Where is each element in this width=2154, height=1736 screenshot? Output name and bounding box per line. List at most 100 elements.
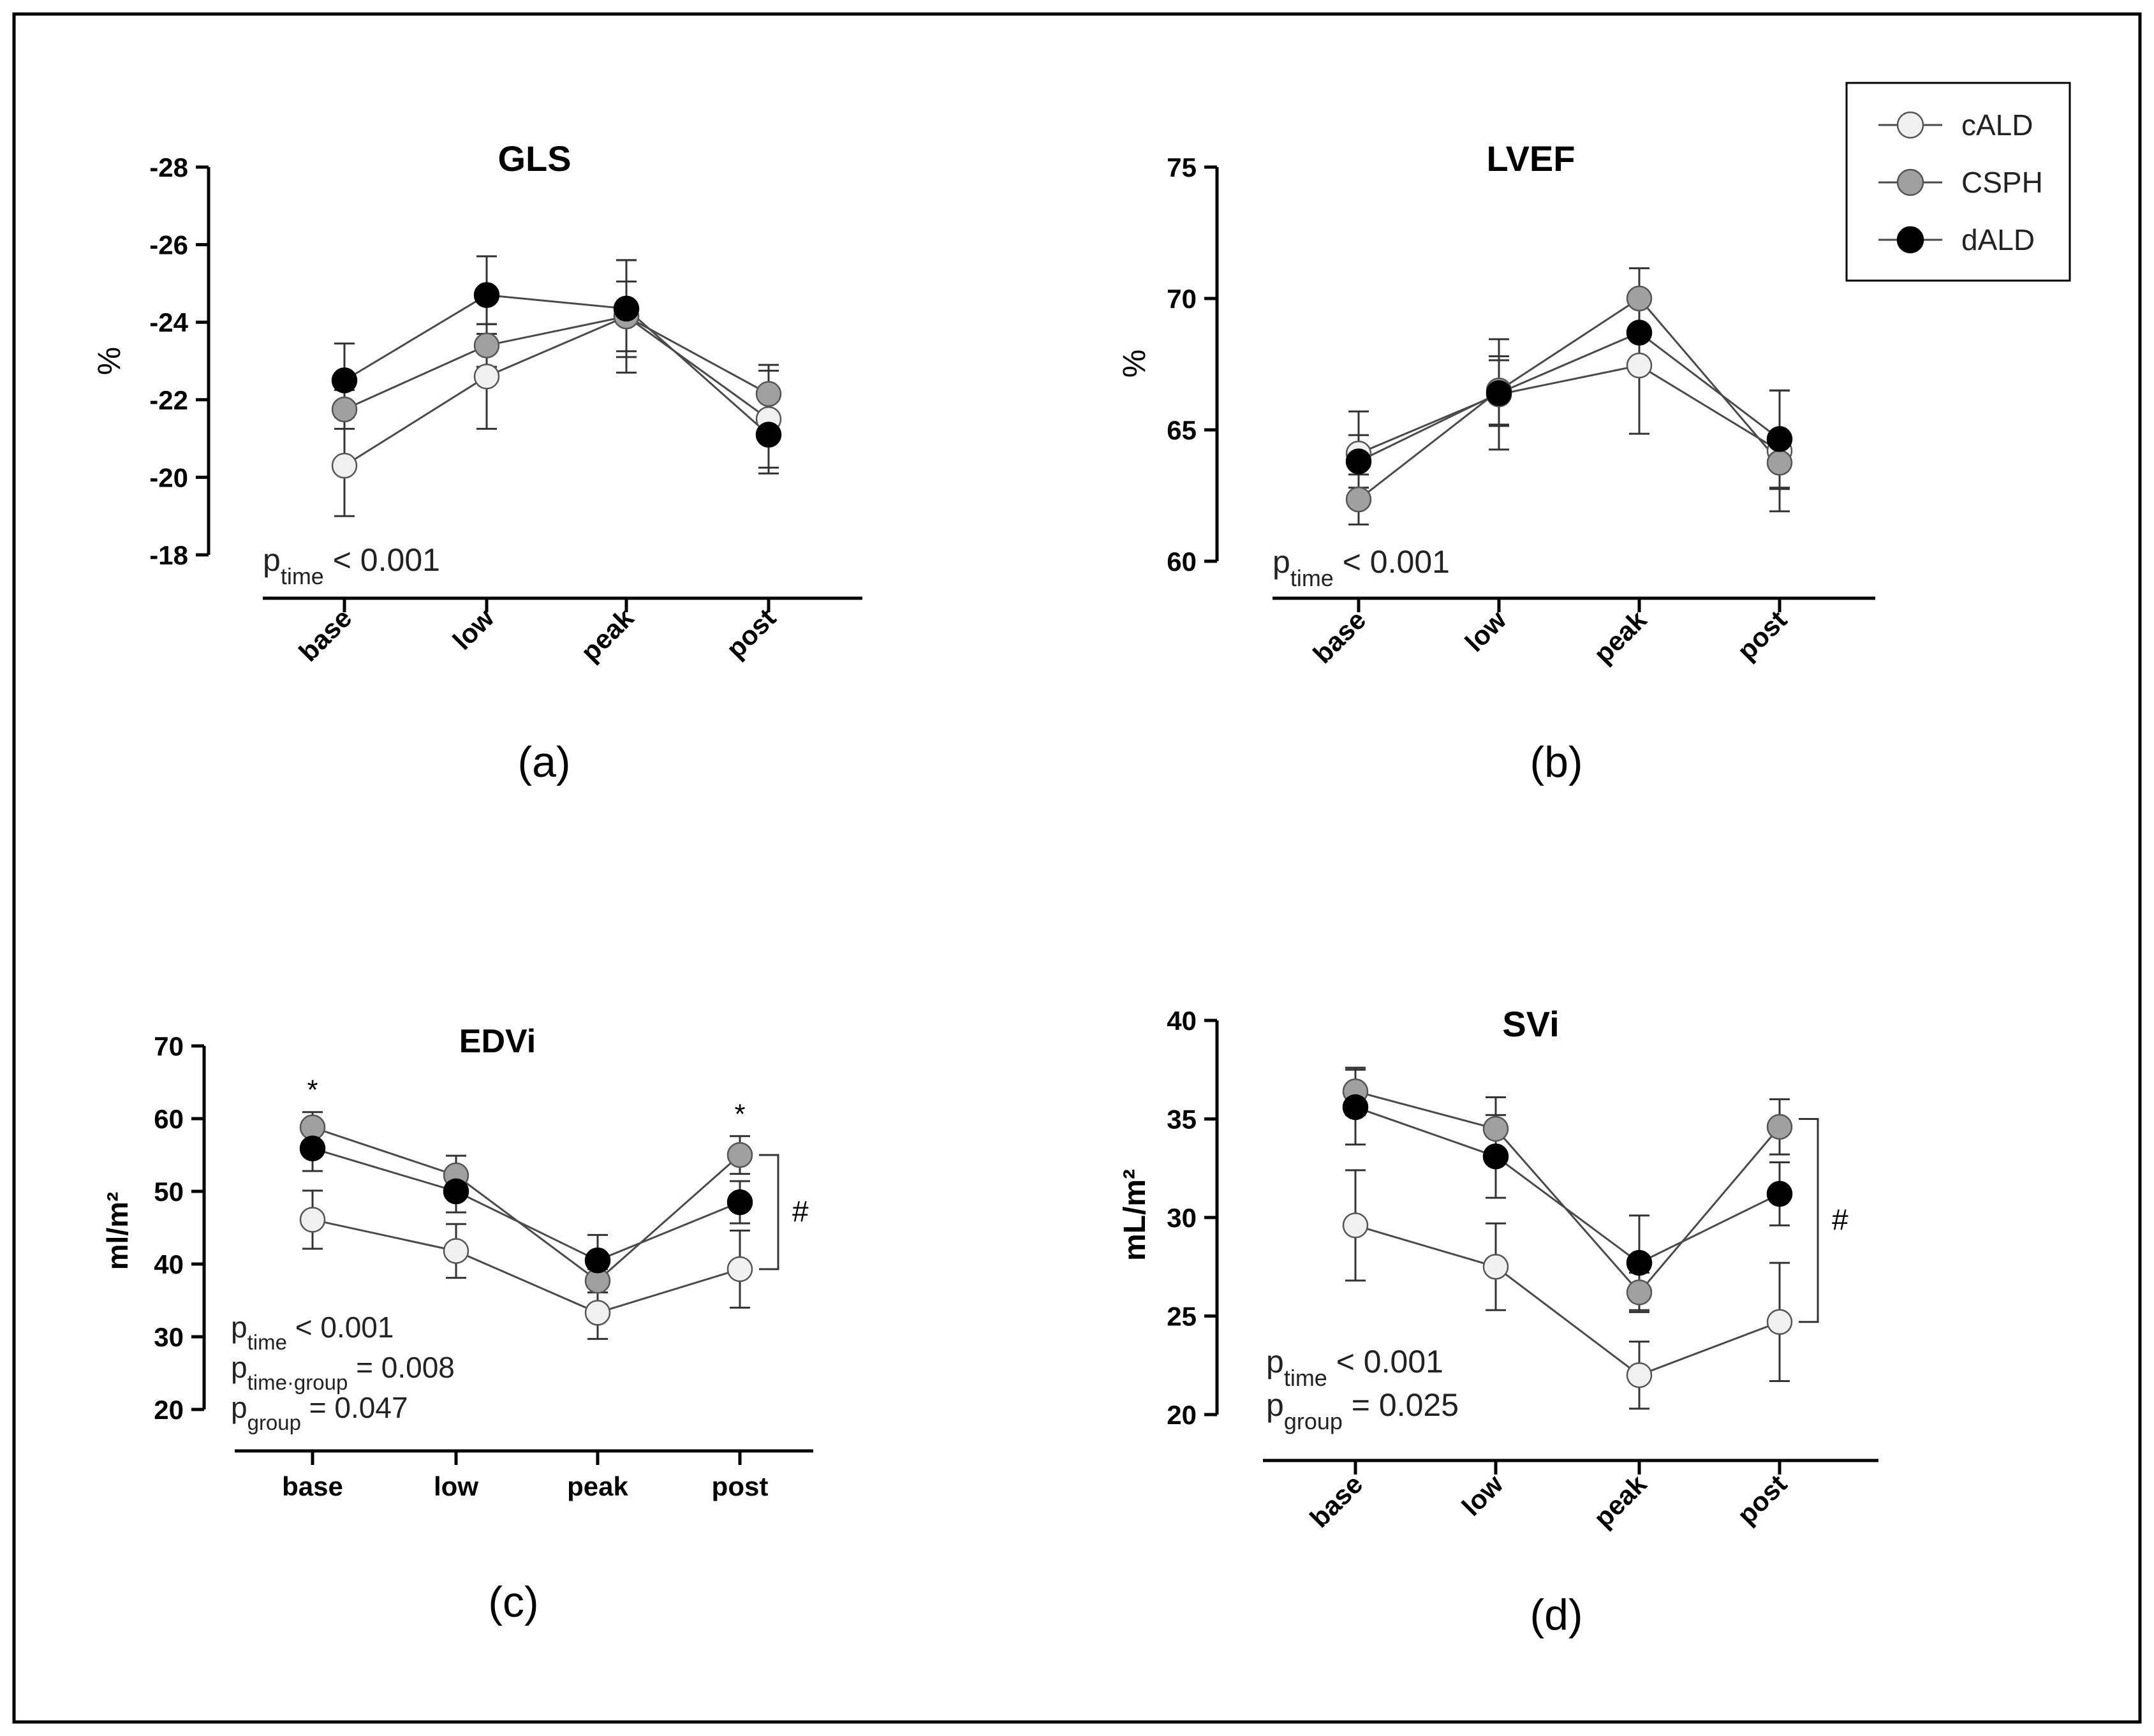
group-significance-mark: #	[1832, 1203, 1848, 1237]
point-dald-post	[755, 422, 782, 448]
panel-label: (a)	[517, 738, 570, 786]
series-line-csph	[344, 315, 769, 411]
point-csph-post	[727, 1142, 753, 1168]
y-tick-label: 20	[1167, 1400, 1197, 1430]
legend-marker-cald	[1896, 111, 1924, 139]
point-dald-low	[443, 1178, 469, 1205]
x-tick-label: peak	[567, 1471, 628, 1501]
point-cald-post	[1766, 1309, 1793, 1335]
significance-star: *	[734, 1098, 745, 1129]
point-cald-low	[443, 1238, 469, 1264]
point-csph-base	[1345, 486, 1372, 513]
legend: cALD CSPH dALD	[1845, 82, 2071, 282]
point-cald-low	[1482, 1254, 1509, 1280]
y-tick-label: 70	[1167, 284, 1197, 314]
panel-label: (b)	[1530, 738, 1582, 786]
y-tick-label: -22	[149, 385, 188, 415]
point-dald-peak	[1626, 1249, 1653, 1276]
y-tick-label: -24	[149, 307, 188, 337]
point-dald-low	[1486, 380, 1512, 406]
point-csph-peak	[1626, 285, 1653, 312]
legend-item-dald: dALD	[1878, 223, 2035, 256]
x-tick-label: base	[282, 1471, 343, 1501]
x-tick-label: low	[434, 1471, 478, 1501]
figure-border	[12, 12, 2142, 1724]
point-dald-base	[1345, 448, 1372, 474]
series-line-cald	[1355, 1224, 1780, 1376]
point-cald-base	[1342, 1212, 1369, 1239]
point-dald-base	[331, 367, 358, 394]
point-cald-peak	[1626, 1362, 1653, 1388]
point-cald-peak	[1626, 352, 1653, 379]
series-line-csph	[312, 1126, 741, 1283]
y-axis-label: %	[91, 347, 127, 375]
panel-c-plot: 20 30 40 50 60 70 base low peak post * * # ptime < 0.…	[154, 1031, 813, 1501]
group-bracket	[1799, 1118, 1819, 1323]
stat-line: ptime < 0.001	[1266, 1344, 1443, 1391]
panel-c-chart: EDVi ml/m² (c) 20 30 40 50 60 70 base low peak po…	[101, 1023, 813, 1626]
stat-line: pgroup = 0.047	[231, 1391, 408, 1434]
point-dald-base	[299, 1135, 326, 1161]
y-tick-label: 20	[154, 1395, 184, 1425]
point-csph-low	[1482, 1115, 1509, 1142]
y-tick-label: 30	[1167, 1203, 1197, 1233]
point-dald-base	[1342, 1094, 1369, 1121]
y-tick-label: 75	[1167, 152, 1197, 182]
stat-line: ptime < 0.001	[1272, 544, 1450, 591]
chart-title: LVEF	[1487, 138, 1575, 179]
panel-label: (d)	[1530, 1591, 1582, 1639]
chart-title: SVi	[1502, 1004, 1559, 1044]
significance-star: *	[307, 1075, 318, 1106]
y-tick-label: -28	[149, 152, 188, 182]
y-tick-label: 70	[154, 1031, 184, 1061]
point-csph-post	[755, 381, 782, 407]
point-csph-base	[331, 396, 358, 423]
legend-label-dald: dALD	[1961, 223, 2035, 256]
legend-marker-csph	[1896, 168, 1924, 196]
series-line-cald	[312, 1218, 741, 1314]
y-tick-label: -18	[149, 540, 188, 570]
legend-item-cald: cALD	[1878, 108, 2033, 142]
series-line-dald	[344, 294, 769, 436]
point-dald-post	[1766, 426, 1793, 452]
point-dald-low	[1482, 1143, 1509, 1170]
point-dald-low	[473, 282, 500, 308]
y-tick-label: 25	[1167, 1302, 1197, 1332]
chart-title: GLS	[498, 138, 571, 179]
panel-label: (c)	[488, 1578, 538, 1626]
group-bracket	[759, 1154, 779, 1270]
point-dald-peak	[613, 295, 640, 322]
group-significance-mark: #	[792, 1195, 809, 1228]
stat-line: ptime < 0.001	[231, 1311, 394, 1354]
y-tick-label: 40	[1167, 1006, 1197, 1036]
y-axis-label: ml/m²	[101, 1192, 134, 1270]
point-dald-post	[1766, 1181, 1793, 1207]
y-tick-label: 40	[154, 1249, 184, 1279]
point-csph-post	[1766, 1114, 1793, 1140]
y-tick-label: -20	[149, 462, 188, 492]
stat-line: ptime < 0.001	[263, 542, 440, 589]
point-csph-post	[1766, 450, 1793, 476]
series-line-dald	[312, 1147, 741, 1262]
chart-title: EDVi	[459, 1023, 536, 1060]
y-tick-label: 60	[154, 1104, 184, 1134]
legend-item-csph: CSPH	[1878, 166, 2043, 199]
stat-line: ptime·group = 0.008	[231, 1351, 455, 1394]
series-line-csph	[1358, 297, 1781, 501]
legend-marker-dald	[1896, 226, 1924, 254]
y-tick-label: 35	[1167, 1105, 1197, 1135]
point-cald-base	[331, 452, 358, 479]
y-tick-label: 65	[1167, 415, 1197, 445]
stat-line: pgroup = 0.025	[1266, 1387, 1459, 1434]
y-axis-label: %	[1116, 349, 1152, 378]
series-line-cald	[344, 315, 769, 467]
x-tick-label: post	[712, 1471, 769, 1501]
point-cald-low	[473, 364, 500, 390]
series-line-dald	[1358, 331, 1780, 462]
